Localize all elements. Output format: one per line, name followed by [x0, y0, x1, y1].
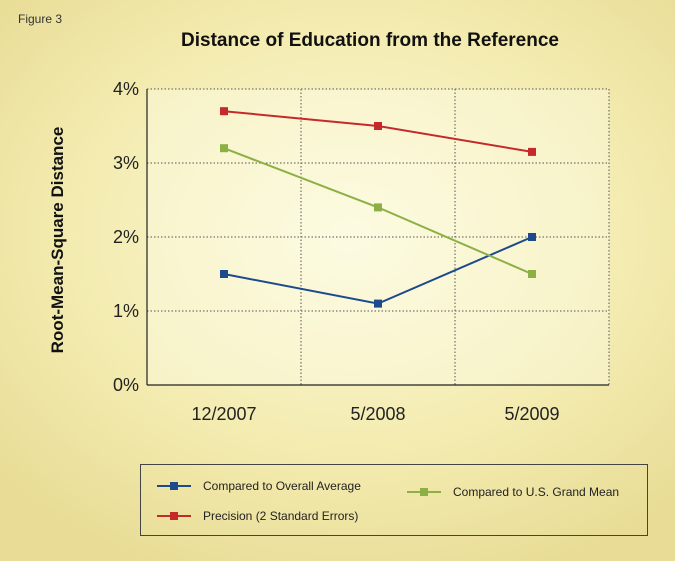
legend-swatch-precision — [157, 511, 191, 521]
data-point — [374, 299, 382, 308]
legend-item-overall-average: Compared to Overall Average — [157, 479, 361, 493]
legend-label-precision: Precision (2 Standard Errors) — [203, 509, 359, 523]
data-point — [374, 122, 382, 130]
figure-label: Figure 3 — [18, 12, 63, 26]
y-tick-label: 3% — [113, 153, 139, 173]
legend-label-overall-average: Compared to Overall Average — [203, 479, 361, 493]
legend-label-grand-mean: Compared to U.S. Grand Mean — [453, 485, 620, 499]
data-point — [528, 147, 536, 156]
y-tick-label: 2% — [113, 227, 139, 247]
data-point — [528, 233, 536, 241]
y-tick-label: 4% — [113, 79, 139, 99]
data-point — [528, 270, 536, 278]
legend-swatch-grand-mean — [407, 487, 441, 497]
x-tick-label: 12/2007 — [191, 404, 256, 424]
data-point — [220, 270, 228, 278]
x-tick-label: 5/2008 — [350, 404, 405, 424]
legend-swatch-overall-average — [157, 481, 191, 491]
chart-title: Distance of Education from the Reference — [181, 30, 559, 51]
x-tick-label: 5/2009 — [504, 404, 559, 424]
legend-item-grand-mean: Compared to U.S. Grand Mean — [407, 485, 619, 499]
y-tick-label: 1% — [113, 301, 139, 321]
legend: Compared to Overall Average Precision (2… — [140, 464, 648, 536]
data-point — [374, 203, 382, 212]
y-tick-label: 0% — [113, 375, 139, 395]
data-point — [220, 107, 228, 116]
legend-item-precision: Precision (2 Standard Errors) — [157, 509, 358, 523]
data-point — [220, 144, 228, 153]
